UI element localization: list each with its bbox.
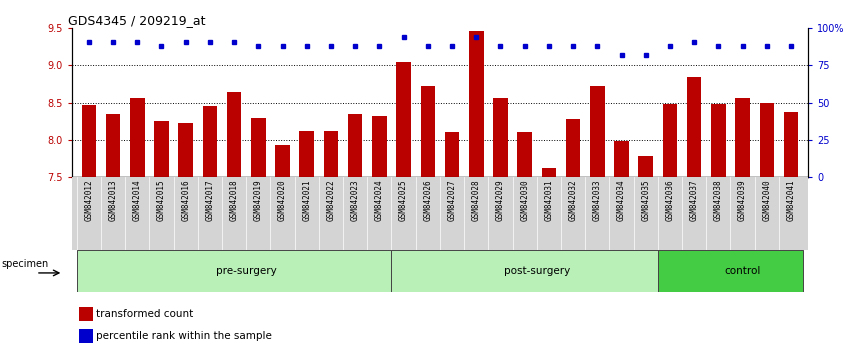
Text: GSM842037: GSM842037	[689, 179, 699, 221]
Text: GSM842036: GSM842036	[666, 179, 674, 221]
Bar	[469, 30, 484, 177]
Text: GSM842034: GSM842034	[617, 179, 626, 221]
Text: GSM842014: GSM842014	[133, 179, 142, 221]
Bar	[662, 104, 677, 177]
Bar	[445, 132, 459, 177]
Bar	[154, 121, 168, 177]
Bar	[566, 119, 580, 177]
Bar	[299, 131, 314, 177]
Bar	[80, 329, 92, 343]
Text: GSM842019: GSM842019	[254, 179, 263, 221]
Bar	[80, 307, 92, 321]
Text: GSM842012: GSM842012	[85, 179, 93, 221]
Text: GSM842031: GSM842031	[544, 179, 553, 221]
Text: GSM842028: GSM842028	[472, 179, 481, 221]
Bar	[251, 118, 266, 177]
Text: control: control	[724, 266, 761, 276]
Text: GSM842029: GSM842029	[496, 179, 505, 221]
Bar	[106, 114, 120, 177]
Bar	[372, 116, 387, 177]
Text: GSM842015: GSM842015	[157, 179, 166, 221]
Text: GSM842035: GSM842035	[641, 179, 651, 221]
Text: GSM842013: GSM842013	[108, 179, 118, 221]
Text: specimen: specimen	[2, 259, 49, 269]
Bar	[130, 98, 145, 177]
Bar	[614, 141, 629, 177]
Text: GSM842017: GSM842017	[206, 179, 214, 221]
Bar	[783, 112, 799, 177]
Text: transformed count: transformed count	[96, 309, 194, 319]
Text: GSM842016: GSM842016	[181, 179, 190, 221]
Bar	[275, 145, 290, 177]
Bar	[396, 62, 411, 177]
Text: GSM842027: GSM842027	[448, 179, 457, 221]
Text: GSM842041: GSM842041	[787, 179, 795, 221]
Text: GSM842021: GSM842021	[302, 179, 311, 221]
Text: GDS4345 / 209219_at: GDS4345 / 209219_at	[69, 14, 206, 27]
Text: post-surgery: post-surgery	[503, 266, 570, 276]
Bar	[227, 92, 241, 177]
Bar	[493, 98, 508, 177]
Text: GSM842025: GSM842025	[399, 179, 408, 221]
Text: GSM842032: GSM842032	[569, 179, 578, 221]
Text: GSM842024: GSM842024	[375, 179, 384, 221]
Text: GSM842020: GSM842020	[278, 179, 287, 221]
Bar	[760, 103, 774, 177]
Text: GSM842030: GSM842030	[520, 179, 529, 221]
Bar	[348, 114, 362, 177]
Bar	[687, 77, 701, 177]
Bar	[541, 168, 556, 177]
Bar	[324, 131, 338, 177]
Bar	[77, 250, 392, 292]
Text: GSM842039: GSM842039	[738, 179, 747, 221]
Text: GSM842040: GSM842040	[762, 179, 772, 221]
Bar	[639, 156, 653, 177]
Bar	[179, 124, 193, 177]
Bar	[203, 105, 217, 177]
Text: GSM842038: GSM842038	[714, 179, 722, 221]
Text: GSM842026: GSM842026	[423, 179, 432, 221]
Text: GSM842023: GSM842023	[351, 179, 360, 221]
Bar	[81, 105, 96, 177]
Bar	[518, 132, 532, 177]
Bar	[392, 250, 658, 292]
Text: percentile rank within the sample: percentile rank within the sample	[96, 331, 272, 341]
Text: GSM842022: GSM842022	[327, 179, 336, 221]
Text: GSM842033: GSM842033	[593, 179, 602, 221]
Bar	[658, 250, 803, 292]
Bar	[735, 98, 750, 177]
Text: GSM842018: GSM842018	[229, 179, 239, 221]
Text: pre-surgery: pre-surgery	[216, 266, 277, 276]
Bar	[711, 104, 726, 177]
Bar	[590, 86, 605, 177]
Bar	[420, 86, 435, 177]
